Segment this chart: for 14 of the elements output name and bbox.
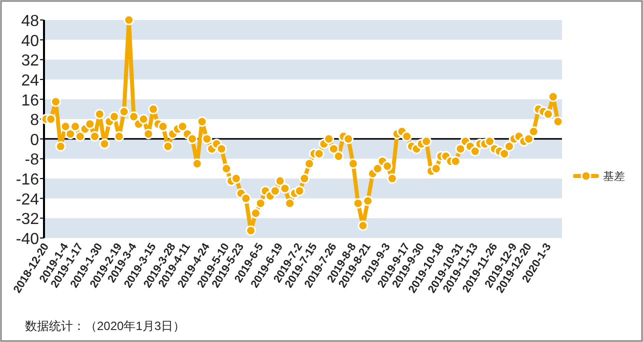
y-tick-label: 0 — [30, 132, 40, 149]
y-tick-label: -32 — [16, 211, 40, 228]
y-tick-label: 8 — [30, 112, 40, 130]
y-tick-label: -8 — [24, 152, 40, 169]
y-tick-label: 16 — [21, 92, 40, 110]
legend-label: 基差 — [603, 170, 625, 183]
y-tick-label: -16 — [16, 172, 40, 189]
y-tick-label: 40 — [21, 32, 40, 50]
y-tick-label: 48 — [21, 13, 40, 30]
y-tick-label: -40 — [16, 231, 40, 248]
y-tick-label: 24 — [21, 72, 40, 90]
text: 数据统计：（2020年1月3日） — [25, 319, 186, 333]
y-tick-label: -24 — [16, 191, 40, 208]
y-tick-label: 32 — [21, 52, 40, 70]
